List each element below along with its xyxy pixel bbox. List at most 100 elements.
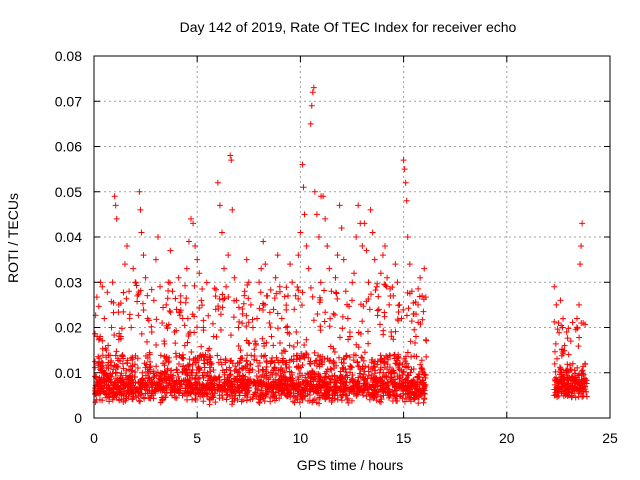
data-point: [171, 394, 178, 401]
data-point: [247, 396, 254, 403]
data-point: [286, 357, 293, 364]
data-point: [386, 301, 393, 308]
data-point: [113, 369, 120, 376]
data-point: [338, 394, 345, 401]
data-point: [402, 353, 409, 360]
data-point: [330, 310, 337, 317]
x-tick-label: 15: [396, 430, 412, 446]
data-point: [141, 395, 148, 402]
data-point: [303, 243, 310, 250]
data-point: [384, 389, 391, 396]
data-point: [115, 301, 122, 308]
data-point: [130, 265, 137, 272]
data-point: [286, 342, 293, 349]
data-point: [255, 363, 262, 370]
data-point: [164, 373, 171, 380]
data-point: [189, 396, 196, 403]
data-point: [293, 363, 300, 370]
data-point: [164, 295, 171, 302]
data-point: [580, 319, 587, 326]
data-point: [161, 338, 168, 345]
data-point: [270, 342, 277, 349]
data-point: [164, 365, 171, 372]
data-point: [369, 229, 376, 236]
data-point: [192, 386, 199, 393]
data-point: [419, 367, 426, 374]
data-point: [339, 364, 346, 371]
data-point: [129, 354, 136, 361]
data-point: [348, 397, 355, 404]
data-point: [323, 382, 330, 389]
data-point: [391, 387, 398, 394]
data-point: [364, 386, 371, 393]
data-point: [223, 366, 230, 373]
data-point: [240, 300, 247, 307]
data-point: [302, 377, 309, 384]
data-point: [109, 279, 116, 286]
data-point: [361, 220, 368, 227]
y-tick-label: 0.01: [55, 365, 82, 381]
data-point: [265, 376, 272, 383]
data-point: [152, 388, 159, 395]
data-point: [301, 211, 308, 218]
data-point: [105, 365, 112, 372]
data-point: [238, 382, 245, 389]
data-point: [258, 393, 265, 400]
data-point: [288, 371, 295, 378]
data-point: [227, 371, 234, 378]
data-point: [339, 325, 346, 332]
data-point: [120, 289, 127, 296]
data-point: [361, 349, 368, 356]
data-point: [400, 157, 407, 164]
data-point: [316, 394, 323, 401]
data-point: [243, 358, 250, 365]
data-point: [120, 308, 127, 315]
data-point: [344, 315, 351, 322]
data-point: [138, 386, 145, 393]
data-point: [312, 388, 319, 395]
data-point: [119, 352, 126, 359]
data-point: [134, 385, 141, 392]
data-point: [244, 362, 251, 369]
data-point: [176, 312, 183, 319]
data-point: [287, 261, 294, 268]
data-point: [102, 391, 109, 398]
data-point: [199, 302, 206, 309]
data-point: [357, 301, 364, 308]
data-point: [342, 288, 349, 295]
y-tick-label: 0.03: [55, 274, 82, 290]
data-point: [245, 385, 252, 392]
data-point: [165, 279, 172, 286]
data-point: [336, 354, 343, 361]
data-point: [228, 157, 235, 164]
data-point: [98, 376, 105, 383]
data-point: [276, 340, 283, 347]
data-point: [367, 383, 374, 390]
data-point: [266, 309, 273, 316]
data-point: [228, 386, 235, 393]
data-point: [388, 374, 395, 381]
data-point: [394, 373, 401, 380]
data-point: [111, 332, 118, 339]
data-point: [551, 348, 558, 355]
data-point: [554, 326, 561, 333]
data-point: [420, 399, 427, 406]
data-point: [157, 283, 164, 290]
data-point: [294, 339, 301, 346]
data-point: [300, 384, 307, 391]
data-point: [322, 215, 329, 222]
data-point: [253, 385, 260, 392]
data-point: [225, 252, 232, 259]
data-point: [180, 363, 187, 370]
data-point: [309, 367, 316, 374]
data-point: [226, 393, 233, 400]
data-point: [324, 243, 331, 250]
data-point: [216, 392, 223, 399]
data-point: [245, 295, 252, 302]
data-point: [572, 326, 579, 333]
data-point: [184, 396, 191, 403]
data-point: [252, 389, 259, 396]
data-point: [183, 381, 190, 388]
data-point: [233, 366, 240, 373]
data-point: [160, 304, 167, 311]
